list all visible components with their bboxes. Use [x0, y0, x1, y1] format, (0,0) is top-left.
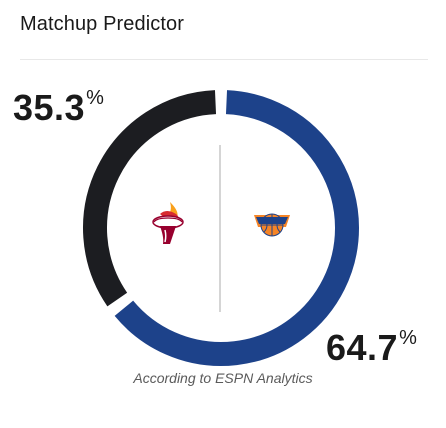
home-percent-symbol: %	[399, 327, 417, 349]
widget-title: Matchup Predictor	[20, 13, 184, 35]
miami-heat-logo-icon[interactable]	[146, 200, 190, 248]
away-percent-value: 35.3	[13, 87, 86, 128]
home-probability-arc	[114, 90, 359, 366]
away-probability-arc	[83, 90, 217, 307]
header-divider	[20, 59, 428, 60]
away-percent-symbol: %	[86, 87, 104, 109]
home-win-percentage: 64.7%	[326, 327, 417, 368]
away-win-percentage: 35.3%	[13, 87, 104, 128]
analytics-source-note: According to ESPN Analytics	[133, 370, 313, 386]
new-york-knicks-logo-icon[interactable]	[252, 205, 292, 241]
home-percent-value: 64.7	[326, 327, 399, 368]
